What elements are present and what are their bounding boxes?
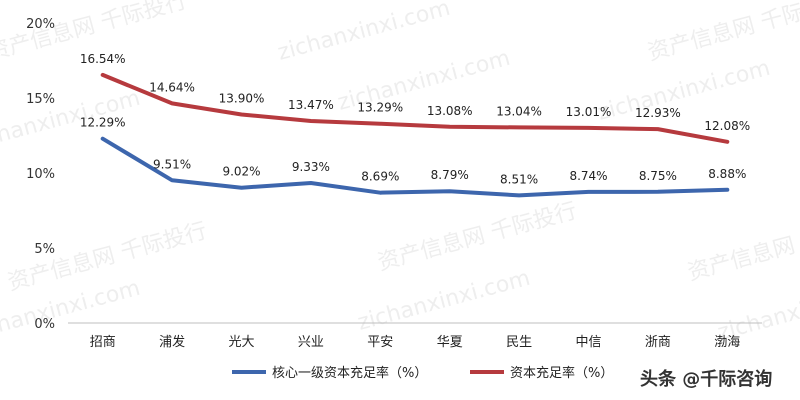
- y-tick-label: 10%: [26, 167, 55, 182]
- x-category-label: 渤海: [714, 334, 740, 350]
- x-category-label: 招商: [90, 335, 116, 350]
- data-label: 8.79%: [431, 168, 469, 182]
- data-label: 12.93%: [635, 106, 681, 120]
- data-label: 16.54%: [80, 52, 126, 66]
- watermark-text-en: zichanxinxi.com: [595, 56, 773, 126]
- x-category-label: 平安: [367, 335, 393, 350]
- watermark-text-en: zichanxinxi.com: [355, 266, 533, 336]
- data-labels: 12.29% 9.51% 9.02% 9.33% 8.69% 8.79% 8.51% 8.74…: [80, 52, 750, 186]
- legend: 核心一级资本充足率（%） 资本充足率（%）: [232, 365, 613, 381]
- data-label: 8.69%: [361, 170, 399, 184]
- legend-label-1: 核心一级资本充足率（%）: [272, 365, 427, 381]
- series-lines: [100, 72, 730, 198]
- x-category-label: 中信: [575, 335, 601, 350]
- y-tick-label: 0%: [34, 317, 55, 332]
- x-category-label: 光大: [228, 335, 254, 350]
- data-label: 9.02%: [222, 165, 260, 179]
- watermark-text-cn: 资产信息网 千际投行: [685, 209, 800, 286]
- data-label: 13.47%: [288, 98, 334, 112]
- legend-label-2: 资本充足率（%）: [510, 365, 613, 381]
- data-label: 13.01%: [566, 105, 612, 119]
- watermark-text-cn: 资产信息网 千际投行: [375, 199, 579, 276]
- credit-text: 头条 @千际咨询: [640, 368, 772, 390]
- data-label: 13.04%: [496, 104, 542, 118]
- data-label: 8.51%: [500, 172, 538, 186]
- data-label: 13.29%: [357, 101, 403, 115]
- x-category-label: 浙商: [645, 335, 671, 350]
- x-axis: 招商 浦发 光大 兴业 平安 华夏 民生 中信 浙商 渤海: [90, 334, 741, 350]
- x-category-label: 民生: [506, 335, 532, 350]
- data-label: 8.88%: [708, 167, 746, 181]
- data-label: 13.08%: [427, 104, 473, 118]
- data-label: 12.08%: [704, 119, 750, 133]
- series-line-1: [100, 136, 730, 198]
- x-category-label: 兴业: [298, 335, 324, 350]
- data-label: 9.33%: [292, 160, 330, 174]
- data-label: 13.90%: [219, 92, 265, 106]
- data-label: 14.64%: [149, 80, 195, 94]
- data-label: 9.51%: [153, 157, 191, 171]
- x-category-label: 浦发: [159, 334, 185, 350]
- y-tick-label: 5%: [34, 242, 55, 257]
- data-label: 8.74%: [569, 169, 607, 183]
- y-axis: 0% 5% 10% 15% 20%: [26, 17, 55, 332]
- data-label: 12.29%: [80, 116, 126, 130]
- series-line-2: [100, 72, 730, 144]
- watermark-text-cn: 资产信息网 千际投行: [645, 0, 800, 66]
- watermark-text-en: zichanxinxi.com: [275, 0, 453, 66]
- y-tick-label: 20%: [26, 17, 55, 32]
- data-label: 8.75%: [639, 169, 677, 183]
- x-category-label: 华夏: [437, 335, 463, 350]
- y-tick-label: 15%: [26, 92, 55, 107]
